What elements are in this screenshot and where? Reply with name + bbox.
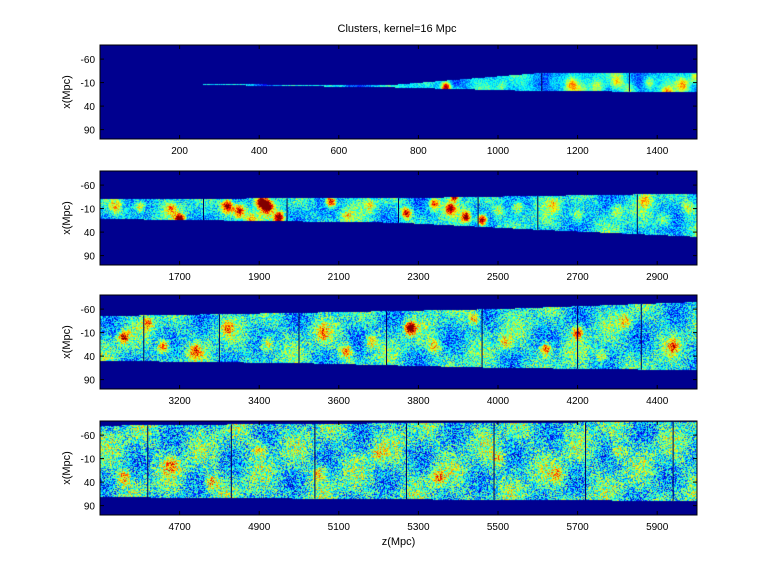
x-tick-label: 600 [330,146,347,157]
y-tick-label: 40 [84,102,96,113]
y-tick-label: -60 [81,431,96,442]
y-tick-label: -10 [81,205,96,216]
x-tick-label: 1700 [168,272,191,283]
y-tick-label: 40 [84,352,96,363]
x-tick-label: 200 [171,146,188,157]
chart-title: Clusters, kernel=16 Mpc [338,23,457,35]
y-tick-label: 90 [84,126,96,137]
y-tick-label: 90 [84,252,96,263]
x-tick-label: 4700 [168,522,191,533]
panel-2: 1700 1900 2100 2300 2500 2700 2900 -60 -10 40 90 x(… [61,170,698,283]
x-tick-label: 4400 [646,396,669,407]
y-axis-label: x(Mpc) [61,201,73,235]
x-tick-label: 3400 [248,396,271,407]
y-tick-label: -10 [81,455,96,466]
y-axis-label: x(Mpc) [61,325,73,359]
y-tick-label: 90 [84,376,96,387]
x-tick-label: 4900 [248,522,271,533]
x-tick-label: 3200 [168,396,191,407]
x-tick-label: 4200 [566,396,589,407]
panel-3: 3200 3400 3600 3800 4000 4200 4400 -60 -10 40 90 x(… [61,294,698,407]
x-tick-label: 5700 [566,522,589,533]
y-tick-label: 40 [84,478,96,489]
x-tick-label: 2900 [646,272,669,283]
y-axis-label: x(Mpc) [61,75,73,109]
x-tick-label: 5300 [407,522,430,533]
x-tick-label: 400 [251,146,268,157]
panels: 200 400 600 800 1000 1200 1400 -60 -10 40 90 x(Mpc)… [61,44,698,548]
heatmap-image [100,45,697,139]
panel-4: 4700 4900 5100 5300 5500 5700 5900 -60 -10 40 90 x(… [61,420,698,548]
x-tick-label: 2100 [328,272,351,283]
x-tick-label: 1400 [646,146,669,157]
axes-frame [99,44,698,140]
y-tick-label: 40 [84,228,96,239]
x-tick-label: 5500 [487,522,510,533]
axes-frame [99,294,698,390]
x-axis-label: z(Mpc) [382,536,416,548]
x-tick-label: 3800 [407,396,430,407]
y-tick-label: -60 [81,55,96,66]
x-tick-label: 800 [410,146,427,157]
panel-1: 200 400 600 800 1000 1200 1400 -60 -10 40 90 x(Mpc) [61,44,698,157]
x-tick-label: 2700 [566,272,589,283]
y-tick-label: -10 [81,329,96,340]
y-tick-label: -60 [81,305,96,316]
y-tick-label: -60 [81,181,96,192]
heatmap-image [100,421,697,515]
x-tick-label: 1900 [248,272,271,283]
y-tick-label: -10 [81,79,96,90]
x-tick-label: 5100 [328,522,351,533]
heatmap-image [100,295,697,389]
y-axis-label: x(Mpc) [61,451,73,485]
x-tick-label: 5900 [646,522,669,533]
x-tick-label: 3600 [328,396,351,407]
x-tick-label: 2500 [487,272,510,283]
x-tick-label: 1200 [566,146,589,157]
x-tick-label: 1000 [487,146,510,157]
y-tick-label: 90 [84,502,96,513]
x-tick-label: 2300 [407,272,430,283]
axes-frame [99,420,698,516]
x-tick-label: 4000 [487,396,510,407]
axes-frame [99,170,698,266]
